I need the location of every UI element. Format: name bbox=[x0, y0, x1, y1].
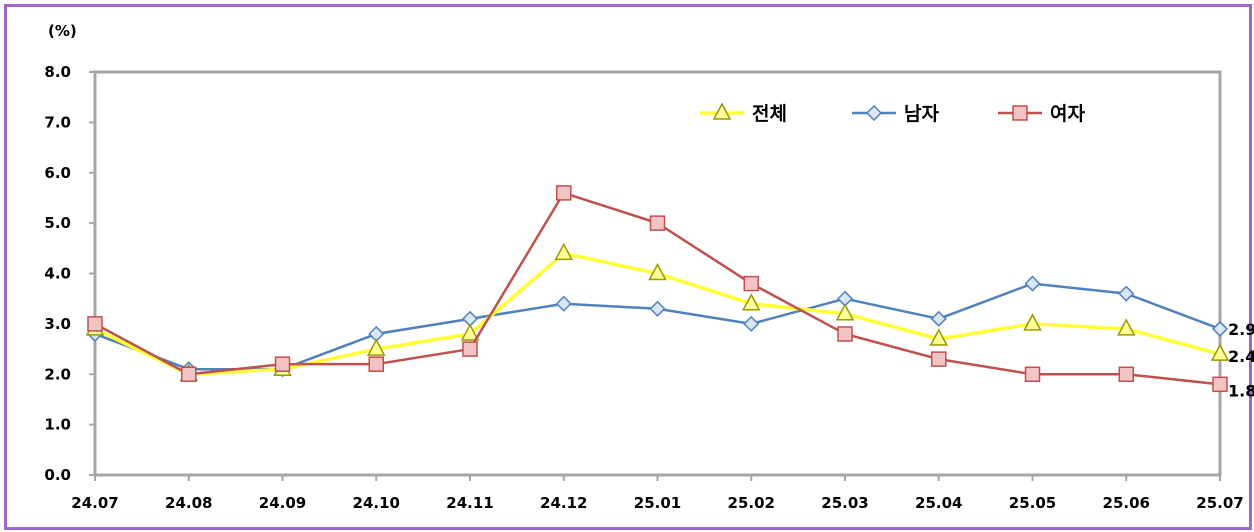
chart-frame bbox=[4, 4, 1252, 530]
x-tick-label: 25.05 bbox=[1009, 494, 1056, 512]
data-point bbox=[931, 351, 947, 367]
data-point bbox=[368, 356, 384, 372]
x-tick-label: 25.06 bbox=[1103, 494, 1150, 512]
x-tick-label: 24.09 bbox=[259, 494, 306, 512]
x-tick-label: 24.07 bbox=[71, 494, 118, 512]
y-tick-label: 7.0 bbox=[44, 113, 71, 131]
end-value-label: 2.4 bbox=[1228, 347, 1254, 366]
series-layer bbox=[85, 185, 1230, 393]
data-point bbox=[462, 341, 478, 357]
y-tick-label: 6.0 bbox=[44, 164, 71, 182]
data-point bbox=[649, 300, 666, 317]
y-unit-label: (%) bbox=[48, 22, 77, 40]
data-point bbox=[837, 326, 853, 342]
end-labels: 2.4 2.9 1.8 bbox=[1228, 320, 1254, 400]
data-point bbox=[743, 315, 760, 332]
data-point bbox=[929, 328, 948, 346]
data-point bbox=[1118, 366, 1134, 382]
x-tick-label: 24.12 bbox=[540, 494, 587, 512]
axes: 0.0 1.0 2.0 3.0 4.0 5.0 6.0 7.0 8.0 24.07 24.08 24.… bbox=[44, 63, 1243, 512]
legend-marker bbox=[865, 104, 883, 122]
x-tick-label: 24.08 bbox=[165, 494, 212, 512]
x-tick-label: 25.04 bbox=[915, 494, 962, 512]
data-point bbox=[1118, 285, 1135, 302]
data-point bbox=[1211, 320, 1229, 337]
data-point bbox=[1023, 313, 1042, 331]
data-point bbox=[367, 338, 386, 356]
legend-marker bbox=[712, 102, 732, 120]
data-point bbox=[1212, 376, 1228, 393]
y-tick-label: 1.0 bbox=[44, 416, 71, 434]
data-point bbox=[555, 295, 572, 312]
y-tick-label: 3.0 bbox=[44, 315, 71, 333]
data-point bbox=[181, 366, 197, 382]
y-tick-label: 0.0 bbox=[44, 466, 71, 484]
x-tick-label: 25.07 bbox=[1196, 494, 1243, 512]
x-tick-label: 25.02 bbox=[728, 494, 775, 512]
data-point bbox=[460, 323, 480, 341]
legend-item: 남자 bbox=[852, 103, 939, 125]
y-tick-label: 5.0 bbox=[44, 214, 71, 232]
y-tick-label: 8.0 bbox=[44, 63, 71, 81]
data-point bbox=[648, 262, 667, 281]
end-value-label: 1.8 bbox=[1228, 381, 1254, 400]
legend-item: 여자 bbox=[998, 103, 1085, 125]
x-tick-label: 24.11 bbox=[446, 494, 493, 512]
x-tick-label: 25.01 bbox=[634, 494, 681, 512]
data-point bbox=[1024, 275, 1041, 292]
data-point bbox=[930, 310, 947, 327]
y-tick-label: 2.0 bbox=[44, 365, 71, 383]
data-point bbox=[1210, 343, 1230, 361]
data-point bbox=[1024, 366, 1041, 382]
x-tick-label: 25.03 bbox=[821, 494, 868, 512]
legend-label: 전체 bbox=[752, 103, 787, 125]
series-square bbox=[87, 185, 1228, 393]
end-value-label: 2.9 bbox=[1228, 320, 1254, 339]
x-tick-label: 24.10 bbox=[353, 494, 400, 512]
data-point bbox=[554, 242, 573, 261]
data-point bbox=[743, 275, 759, 292]
data-point bbox=[556, 185, 572, 201]
legend: 전체 남자 여자 bbox=[700, 102, 1085, 125]
y-tick-label: 4.0 bbox=[44, 265, 71, 283]
legend-item: 전체 bbox=[700, 102, 787, 125]
data-point bbox=[274, 356, 291, 372]
data-point bbox=[1117, 318, 1136, 336]
data-point bbox=[835, 303, 855, 321]
data-point bbox=[87, 316, 103, 332]
legend-marker bbox=[1012, 105, 1028, 121]
data-point bbox=[742, 293, 761, 311]
data-point bbox=[649, 215, 666, 231]
legend-label: 남자 bbox=[904, 103, 939, 125]
legend-label: 여자 bbox=[1050, 103, 1085, 125]
